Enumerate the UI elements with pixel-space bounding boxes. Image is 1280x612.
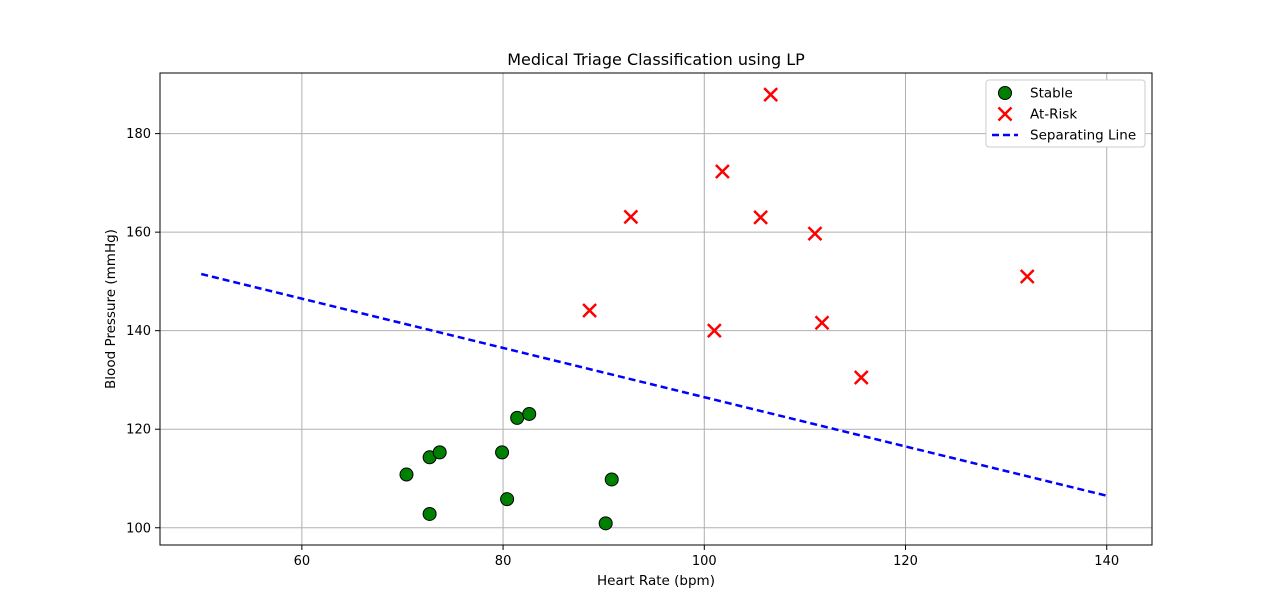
legend-at-risk-label: At-Risk bbox=[1030, 107, 1077, 123]
plot-frame bbox=[159, 72, 1153, 546]
plot-area bbox=[200, 87, 1108, 531]
at-risk-point bbox=[1019, 269, 1035, 284]
x-tick-label: 140 bbox=[1094, 554, 1119, 569]
x-tick-label: 100 bbox=[692, 554, 717, 569]
y-tick-label: 120 bbox=[126, 423, 151, 438]
at-risk-point bbox=[715, 164, 730, 179]
y-tick-label: 100 bbox=[126, 521, 151, 536]
legend-box bbox=[985, 79, 1146, 148]
at-risk-point bbox=[853, 370, 869, 385]
legend-separating-line-label: Separating Line bbox=[1030, 128, 1136, 144]
stable-point bbox=[422, 506, 437, 521]
stable-point bbox=[399, 467, 414, 482]
stable-point bbox=[604, 472, 619, 487]
y-tick-label: 180 bbox=[126, 127, 151, 142]
stable-point bbox=[510, 410, 525, 425]
y-tick-label: 160 bbox=[126, 226, 151, 241]
stable-point bbox=[432, 445, 447, 460]
at-risk-point bbox=[582, 303, 597, 318]
x-axis-label: Heart Rate (bpm) bbox=[597, 573, 715, 589]
stable-point bbox=[495, 445, 510, 460]
legend-at-risk-marker bbox=[997, 106, 1013, 122]
at-risk-point bbox=[706, 323, 722, 339]
legend: Stable At-Risk Separating Line bbox=[985, 79, 1146, 148]
separating-line bbox=[200, 272, 1108, 497]
x-tick-label: 120 bbox=[893, 554, 918, 569]
x-tick-label: 60 bbox=[294, 554, 311, 569]
stable-point bbox=[500, 492, 515, 507]
x-tick-label: 80 bbox=[495, 554, 512, 569]
at-risk-point bbox=[763, 87, 779, 103]
at-risk-point bbox=[807, 226, 823, 242]
chart-title: Medical Triage Classification using LP bbox=[507, 50, 805, 69]
legend-stable-marker bbox=[998, 86, 1012, 100]
stable-point bbox=[522, 406, 537, 421]
at-risk-point bbox=[753, 209, 769, 225]
axis-ticks: 60 80 100 120 140 100 120 140 160 180 bbox=[126, 127, 1119, 569]
at-risk-point bbox=[814, 315, 830, 331]
y-tick-label: 140 bbox=[126, 324, 151, 339]
y-axis-label: Blood Pressure (mmHg) bbox=[103, 229, 119, 389]
stable-point bbox=[598, 516, 613, 531]
legend-stable-label: Stable bbox=[1030, 86, 1073, 102]
at-risk-point bbox=[623, 209, 639, 225]
